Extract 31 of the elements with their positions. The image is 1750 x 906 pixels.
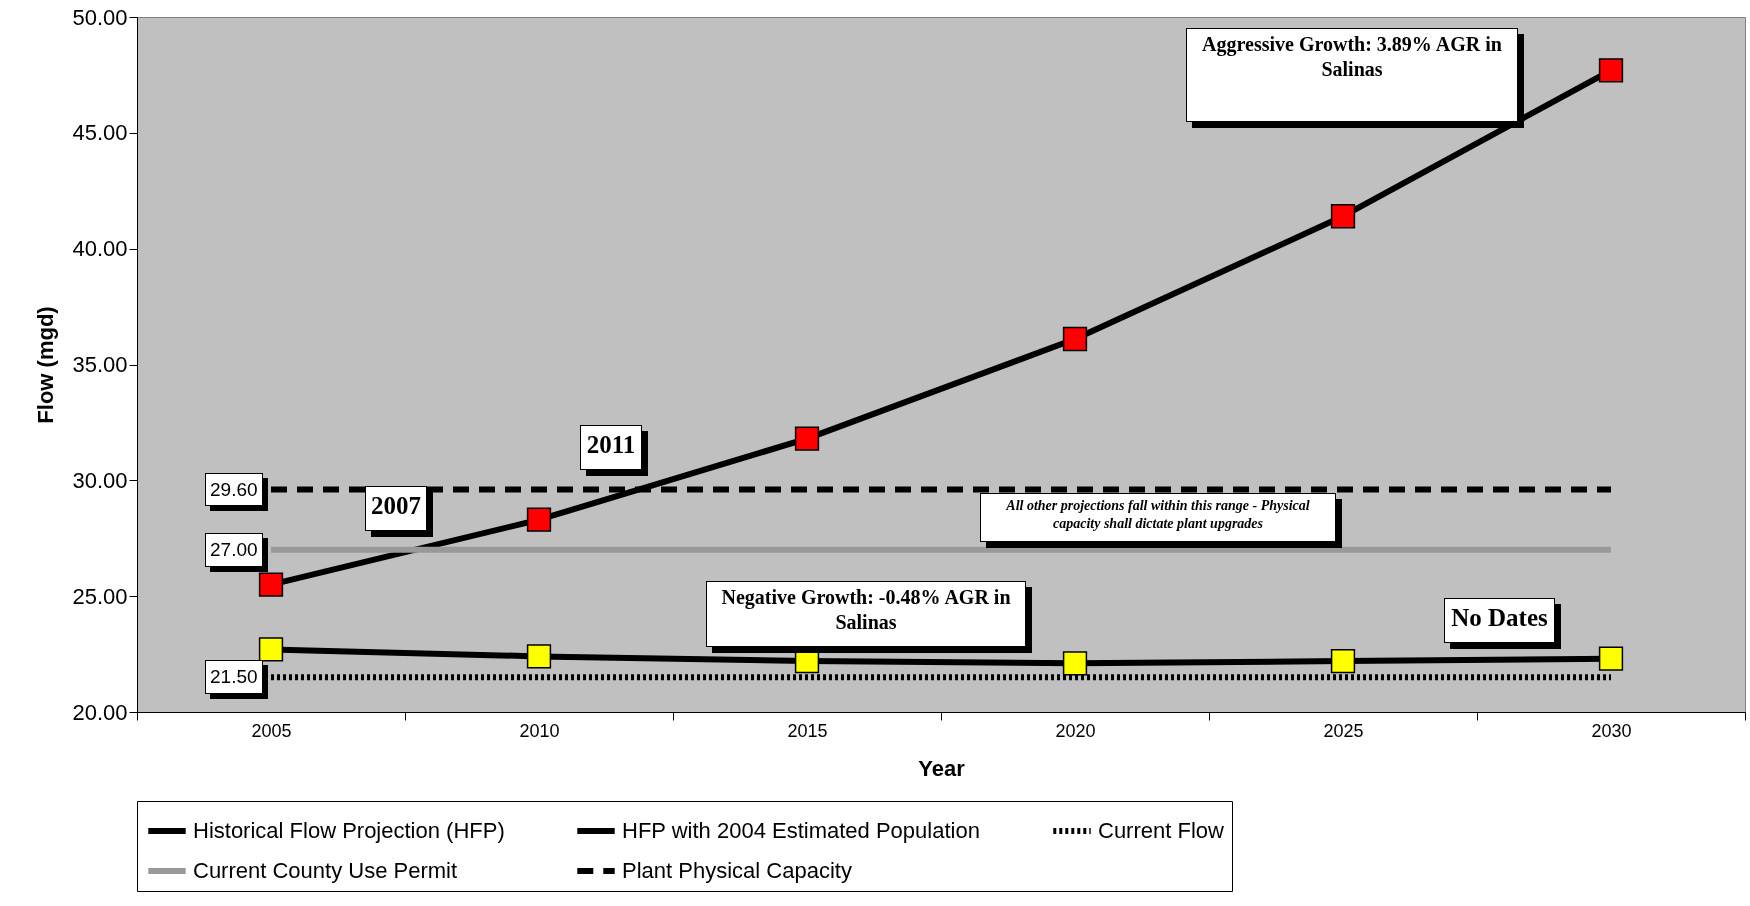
legend-label: Current Flow xyxy=(1098,818,1225,843)
legend-label: HFP with 2004 Estimated Population xyxy=(622,818,980,843)
x-tick-label: 2020 xyxy=(1055,720,1096,741)
x-axis-title: Year xyxy=(918,755,966,781)
y-tick-label: 20.00 xyxy=(72,699,128,725)
point xyxy=(526,644,552,669)
point xyxy=(1062,326,1088,352)
y-tick-label: 30.00 xyxy=(72,467,128,493)
y-axis-title: Flow (mgd) xyxy=(33,306,59,424)
point xyxy=(258,572,284,597)
x-tick-label: 2030 xyxy=(1591,720,1632,741)
y-tick-label: 40.00 xyxy=(72,236,128,262)
point xyxy=(1598,646,1624,671)
point xyxy=(526,507,552,532)
y-tick-label: 50.00 xyxy=(72,4,128,30)
legend-label: Current County Use Permit xyxy=(193,858,458,883)
y-tick-label: 45.00 xyxy=(72,120,128,146)
y-tick-label: 25.00 xyxy=(72,583,128,609)
point xyxy=(1330,204,1356,229)
point xyxy=(794,426,820,451)
x-tick-label: 2025 xyxy=(1323,720,1364,741)
point xyxy=(1598,58,1624,83)
legend-label: Plant Physical Capacity xyxy=(622,858,852,883)
x-tick-label: 2015 xyxy=(787,720,828,741)
point xyxy=(1062,651,1088,676)
point xyxy=(258,637,284,662)
point xyxy=(1330,648,1356,674)
legend-label: Historical Flow Projection (HFP) xyxy=(193,818,505,843)
x-tick-label: 2010 xyxy=(519,720,560,741)
y-tick-label: 35.00 xyxy=(72,352,128,377)
x-tick-label: 2005 xyxy=(251,720,292,741)
